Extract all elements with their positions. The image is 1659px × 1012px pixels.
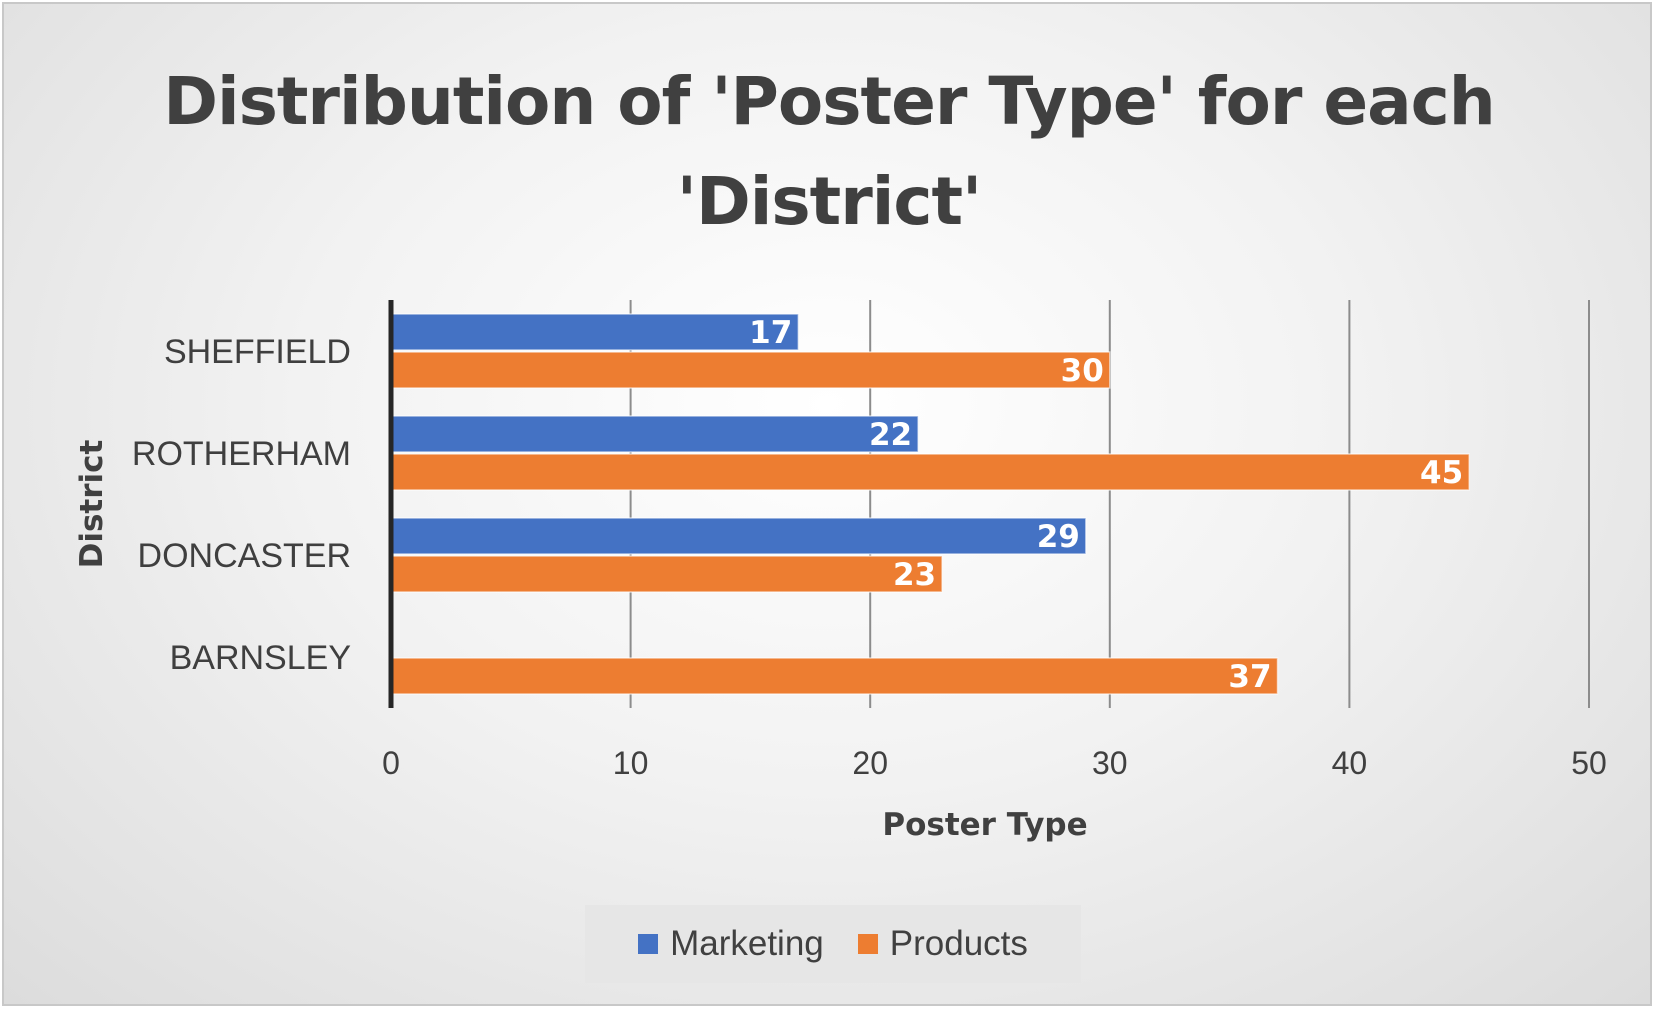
y-category-label: SHEFFIELD <box>164 333 351 371</box>
x-tick-label: 0 <box>382 745 400 781</box>
x-axis-title: Poster Type <box>882 807 1087 843</box>
x-tick-label: 10 <box>613 745 649 781</box>
y-category-label: ROTHERHAM <box>132 435 351 473</box>
legend-swatch <box>638 934 659 954</box>
legend-swatch <box>857 934 878 954</box>
x-tick-label: 50 <box>1571 745 1607 781</box>
plot-area: 0 10 20 30 40 50 SHEFFIELD ROTHERHAM DONCASTER BA… <box>74 300 1607 843</box>
y-axis-title: District <box>74 439 110 568</box>
bars <box>390 313 1470 695</box>
bar-products <box>390 555 943 593</box>
legend-item: Products <box>857 924 1028 964</box>
labels: 0 10 20 30 40 50 SHEFFIELD ROTHERHAM DONCASTER BA… <box>132 315 1607 781</box>
y-category-label: DONCASTER <box>138 537 351 575</box>
y-category-label: BARNSLEY <box>170 639 351 677</box>
legend-item: Marketing <box>638 924 824 964</box>
data-label: 23 <box>893 557 936 593</box>
data-label: 37 <box>1228 659 1271 695</box>
legend: Marketing Products <box>585 905 1081 983</box>
bar-products <box>390 453 1470 491</box>
bar-marketing <box>390 415 919 453</box>
chart-title-line: Distribution of 'Poster Type' for each <box>163 63 1496 140</box>
x-tick-label: 30 <box>1092 745 1128 781</box>
legend-label: Products <box>889 924 1028 963</box>
data-label: 29 <box>1037 519 1080 555</box>
legend-label: Marketing <box>670 924 824 963</box>
bar-marketing <box>390 313 800 351</box>
x-tick-label: 20 <box>852 745 888 781</box>
data-label: 17 <box>749 315 792 351</box>
data-label: 45 <box>1420 455 1463 491</box>
bar-products <box>390 351 1111 389</box>
chart-title-line: 'District' <box>676 163 983 240</box>
bar-products <box>390 657 1279 695</box>
chart-title: Distribution of 'Poster Type' for each 'D… <box>4 52 1654 252</box>
bar-marketing <box>390 517 1087 555</box>
data-label: 22 <box>869 417 912 453</box>
x-tick-label: 40 <box>1332 745 1368 781</box>
data-label: 30 <box>1061 353 1104 389</box>
